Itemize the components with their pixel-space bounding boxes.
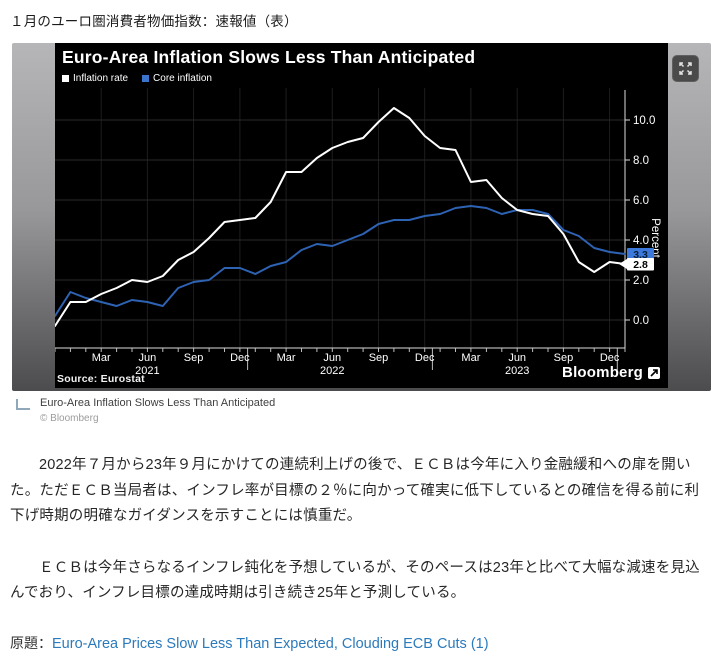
svg-text:10.0: 10.0 — [633, 115, 655, 127]
svg-text:Jun: Jun — [139, 352, 157, 364]
legend-swatch-core-inflation — [142, 75, 150, 82]
page-title: １月のユーロ圏消費者物価指数：速報値（表） — [10, 14, 298, 29]
svg-text:Mar: Mar — [92, 352, 111, 364]
article-paragraph: 2022年７月から23年９月にかけての連続利上げの後で、ＥＣＢは今年に入り金融緩… — [10, 457, 700, 524]
svg-text:Jun: Jun — [323, 352, 341, 364]
svg-text:2023: 2023 — [505, 365, 529, 377]
article-paragraph: ＥＣＢは今年さらなるインフレ鈍化を予想しているが、そのペースは23年と比べて大幅… — [10, 559, 700, 602]
svg-text:Sep: Sep — [554, 352, 574, 364]
svg-text:Sep: Sep — [184, 352, 204, 364]
svg-text:2.8: 2.8 — [633, 259, 648, 271]
image-caption: Euro-Area Inflation Slows Less Than Anti… — [40, 397, 276, 409]
svg-text:Mar: Mar — [277, 352, 296, 364]
svg-text:6.0: 6.0 — [633, 195, 649, 207]
svg-text:Dec: Dec — [600, 352, 620, 364]
chart-legend: Inflation rate Core inflation — [62, 73, 212, 84]
svg-text:8.0: 8.0 — [633, 155, 649, 167]
image-credit: © Bloomberg — [40, 413, 99, 424]
svg-text:2022: 2022 — [320, 365, 344, 377]
svg-text:Mar: Mar — [461, 352, 480, 364]
brand-wordmark: Bloomberg — [562, 364, 643, 381]
expand-button[interactable] — [672, 55, 699, 82]
figure-image[interactable]: 0.0 2.0 4.0 6.0 8.0 10.0 Mar Jun Sep Dec Mar Jun Sep… — [12, 43, 711, 391]
original-title-label: 原題： — [10, 634, 52, 651]
legend-label: Inflation rate — [73, 73, 129, 84]
image-caption-row: Euro-Area Inflation Slows Less Than Anti… — [16, 397, 705, 424]
svg-text:Dec: Dec — [230, 352, 250, 364]
svg-text:Dec: Dec — [415, 352, 435, 364]
chart-plot-area: 0.0 2.0 4.0 6.0 8.0 10.0 Mar Jun Sep Dec Mar Jun Sep… — [55, 88, 661, 377]
legend-item-inflation-rate: Inflation rate — [62, 73, 128, 84]
svg-text:Jun: Jun — [508, 352, 526, 364]
legend-swatch-inflation-rate — [62, 75, 69, 82]
article-body: 2022年７月から23年９月にかけての連続利上げの後で、ＥＣＢは今年に入り金融緩… — [10, 453, 705, 607]
inflation-chart: 0.0 2.0 4.0 6.0 8.0 10.0 Mar Jun Sep Dec Mar Jun Sep… — [55, 43, 668, 388]
original-title-link[interactable]: Euro-Area Prices Slow Less Than Expected… — [52, 635, 489, 652]
chart-title: Euro-Area Inflation Slows Less Than Anti… — [62, 47, 476, 67]
svg-text:4.0: 4.0 — [633, 235, 649, 247]
expand-icon — [679, 62, 692, 75]
svg-text:Sep: Sep — [369, 352, 389, 364]
caption-corner-icon — [16, 399, 30, 410]
svg-text:2021: 2021 — [135, 365, 159, 377]
original-title-row: 原題：Euro-Area Prices Slow Less Than Expec… — [10, 633, 705, 653]
brand: Bloomberg — [562, 364, 660, 381]
bloomberg-logo-icon — [648, 366, 660, 379]
svg-text:2.0: 2.0 — [633, 275, 649, 287]
svg-text:0.0: 0.0 — [633, 315, 649, 327]
legend-item-core-inflation: Core inflation — [142, 73, 212, 84]
chart-source: Source: Eurostat — [57, 373, 145, 385]
legend-label: Core inflation — [153, 73, 212, 84]
